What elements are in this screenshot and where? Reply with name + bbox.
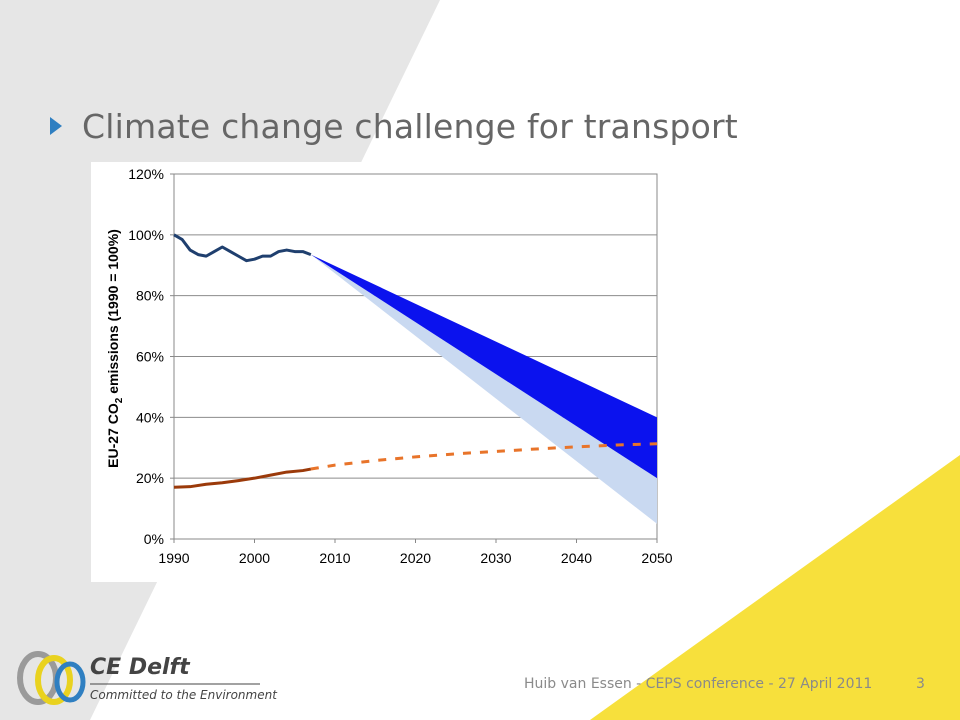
x-tick-label: 2010 xyxy=(319,550,350,566)
x-tick-label: 2000 xyxy=(239,550,270,566)
x-tick-label: 2030 xyxy=(480,550,511,566)
footer-text: Huib van Essen - CEPS conference - 27 Ap… xyxy=(524,676,872,692)
y-tick-label: 80% xyxy=(136,288,164,304)
y-tick-label: 100% xyxy=(128,227,164,243)
slide-title: Climate change challenge for transport xyxy=(82,107,738,146)
x-tick-label: 1990 xyxy=(158,550,189,566)
x-tick-label: 2050 xyxy=(641,550,672,566)
logo-tagline: Committed to the Environment xyxy=(90,688,277,702)
y-tick-label: 60% xyxy=(136,349,164,365)
x-tick-label: 2020 xyxy=(400,550,431,566)
y-axis-title: EU-27 CO2 emissions (1990 = 100%) xyxy=(105,229,125,468)
slide-title-block: Climate change challenge for transport xyxy=(50,104,738,148)
y-tick-label: 40% xyxy=(136,409,164,425)
x-tick-label: 2040 xyxy=(561,550,592,566)
emissions-chart: 0% 20% 40% 60% 80% 100% 120% 1990 2000 2010 2020 20… xyxy=(91,162,685,582)
y-tick-label: 0% xyxy=(144,531,164,547)
page-number: 3 xyxy=(916,676,925,692)
title-bullet-icon xyxy=(50,117,62,135)
chart-panel: 0% 20% 40% 60% 80% 100% 120% 1990 2000 2010 2020 20… xyxy=(91,162,685,582)
y-tick-label: 120% xyxy=(128,166,164,182)
logo-name: CE Delft xyxy=(90,655,190,680)
y-tick-label: 20% xyxy=(136,470,164,486)
